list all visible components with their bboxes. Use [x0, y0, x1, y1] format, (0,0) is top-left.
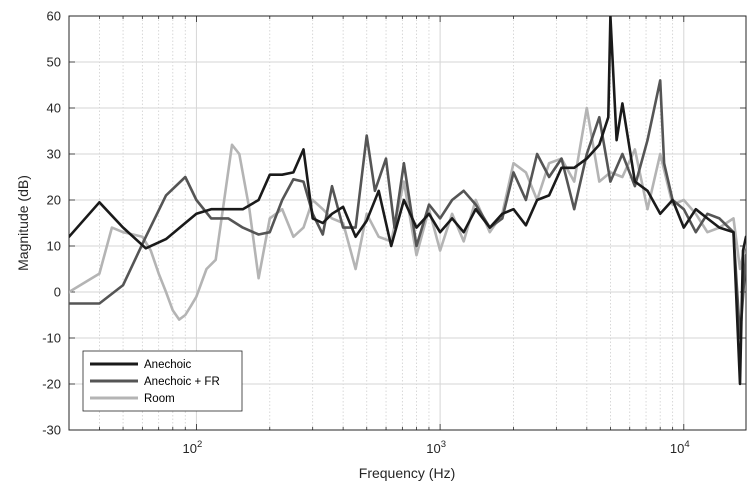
series-line-room: [69, 106, 746, 321]
tick-marks: [69, 15, 746, 431]
x-tick-label-base: 10: [670, 441, 684, 456]
grid: [69, 16, 746, 430]
x-tick-labels: 102 103 104: [183, 439, 690, 456]
legend-label-anechoic-fr: Anechoic + FR: [144, 376, 220, 388]
x-axis-label: Frequency (Hz): [359, 465, 455, 481]
x-tick-label-base: 10: [426, 441, 440, 456]
series-lines: [69, 16, 746, 386]
legend-label-anechoic: Anechoic: [144, 359, 192, 371]
y-tick-label: 0: [54, 285, 61, 300]
x-tick-label: 102: [183, 439, 203, 456]
y-axis-label: Magnitude (dB): [15, 175, 31, 271]
y-tick-labels: -30 -20 -10 0 10 20 30 40 50 60: [42, 9, 61, 438]
x-tick-label: 104: [670, 439, 690, 456]
x-tick-label-base: 10: [183, 441, 197, 456]
x-tick-label-exponent: 2: [197, 439, 202, 450]
x-tick-label-exponent: 3: [441, 439, 446, 450]
plot-area-frame: [68, 15, 747, 431]
y-tick-label: 50: [47, 55, 61, 70]
legend: Anechoic Anechoic + FR Room: [82, 350, 243, 412]
series-line-anechoic-fr: [69, 79, 746, 340]
x-tick-label-exponent: 4: [684, 439, 689, 450]
y-tick-label: 40: [47, 101, 61, 116]
y-tick-label: -20: [42, 377, 61, 392]
y-tick-label: -10: [42, 331, 61, 346]
series-line-anechoic: [69, 16, 746, 386]
y-tick-label: 20: [47, 193, 61, 208]
y-tick-label: 30: [47, 147, 61, 162]
x-tick-label: 103: [426, 439, 446, 456]
y-tick-label: 10: [47, 239, 61, 254]
legend-label-room: Room: [144, 393, 175, 405]
y-tick-label: -30: [42, 423, 61, 438]
y-tick-label: 60: [47, 9, 61, 24]
